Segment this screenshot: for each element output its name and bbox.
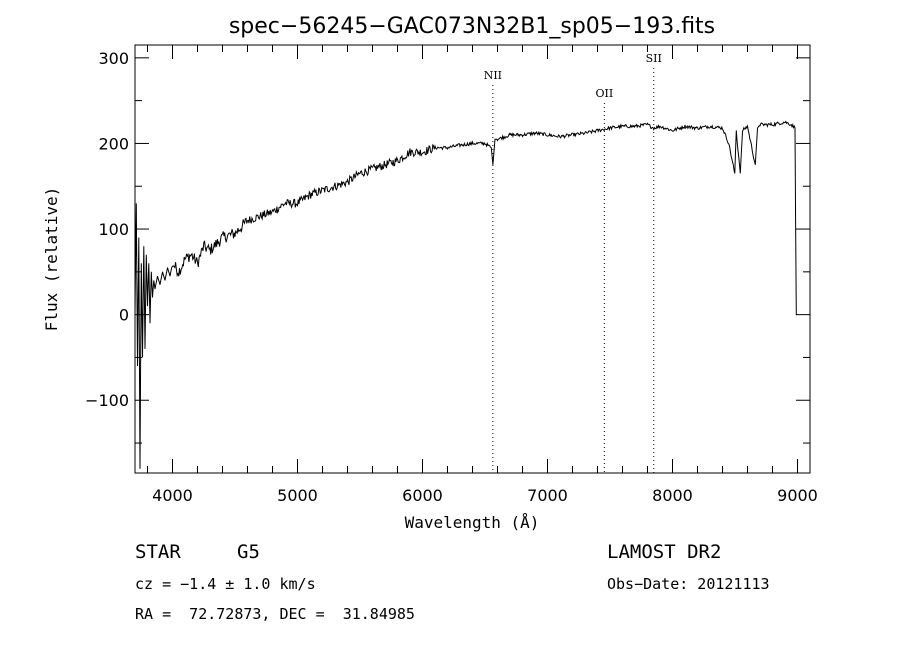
- obs-date-text: Obs−Date: 20121113: [607, 575, 770, 593]
- x-tick-label: 9000: [777, 486, 818, 505]
- survey-label: LAMOST DR2: [607, 541, 722, 563]
- x-axis: 4000 5000 6000 7000 8000 9000: [147, 45, 818, 505]
- line-marker-label: OII: [596, 87, 614, 100]
- line-marker-label: NII: [484, 69, 502, 82]
- y-axis: −100 0 100 200 300: [85, 49, 810, 444]
- spectrum-line: [134, 120, 798, 469]
- subclass-label: G5: [237, 541, 260, 563]
- plot-frame: [134, 44, 811, 474]
- object-class-label: STAR: [135, 541, 181, 563]
- y-tick-label: 0: [119, 306, 129, 325]
- redshift-text: cz = −1.4 ± 1.0 km/s: [135, 575, 316, 593]
- x-axis-label: Wavelength (Å): [405, 513, 540, 532]
- x-tick-label: 7000: [527, 486, 568, 505]
- spectrum-series: [134, 120, 798, 469]
- x-tick-label: 8000: [652, 486, 693, 505]
- y-tick-label: 200: [98, 134, 129, 153]
- y-tick-label: 100: [98, 220, 129, 239]
- chart-title: spec−56245−GAC073N32B1_sp05−193.fits: [229, 14, 715, 39]
- coordinates-text: RA = 72.72873, DEC = 31.84985: [135, 605, 415, 623]
- x-tick-label: 4000: [152, 486, 193, 505]
- y-tick-label: −100: [85, 391, 129, 410]
- x-tick-label: 5000: [277, 486, 318, 505]
- emission-line-markers: NII OII SII: [484, 52, 662, 473]
- y-tick-label: 300: [98, 49, 129, 68]
- x-tick-label: 6000: [402, 486, 443, 505]
- y-axis-label: Flux (relative): [42, 187, 61, 332]
- line-marker-label: SII: [646, 52, 662, 65]
